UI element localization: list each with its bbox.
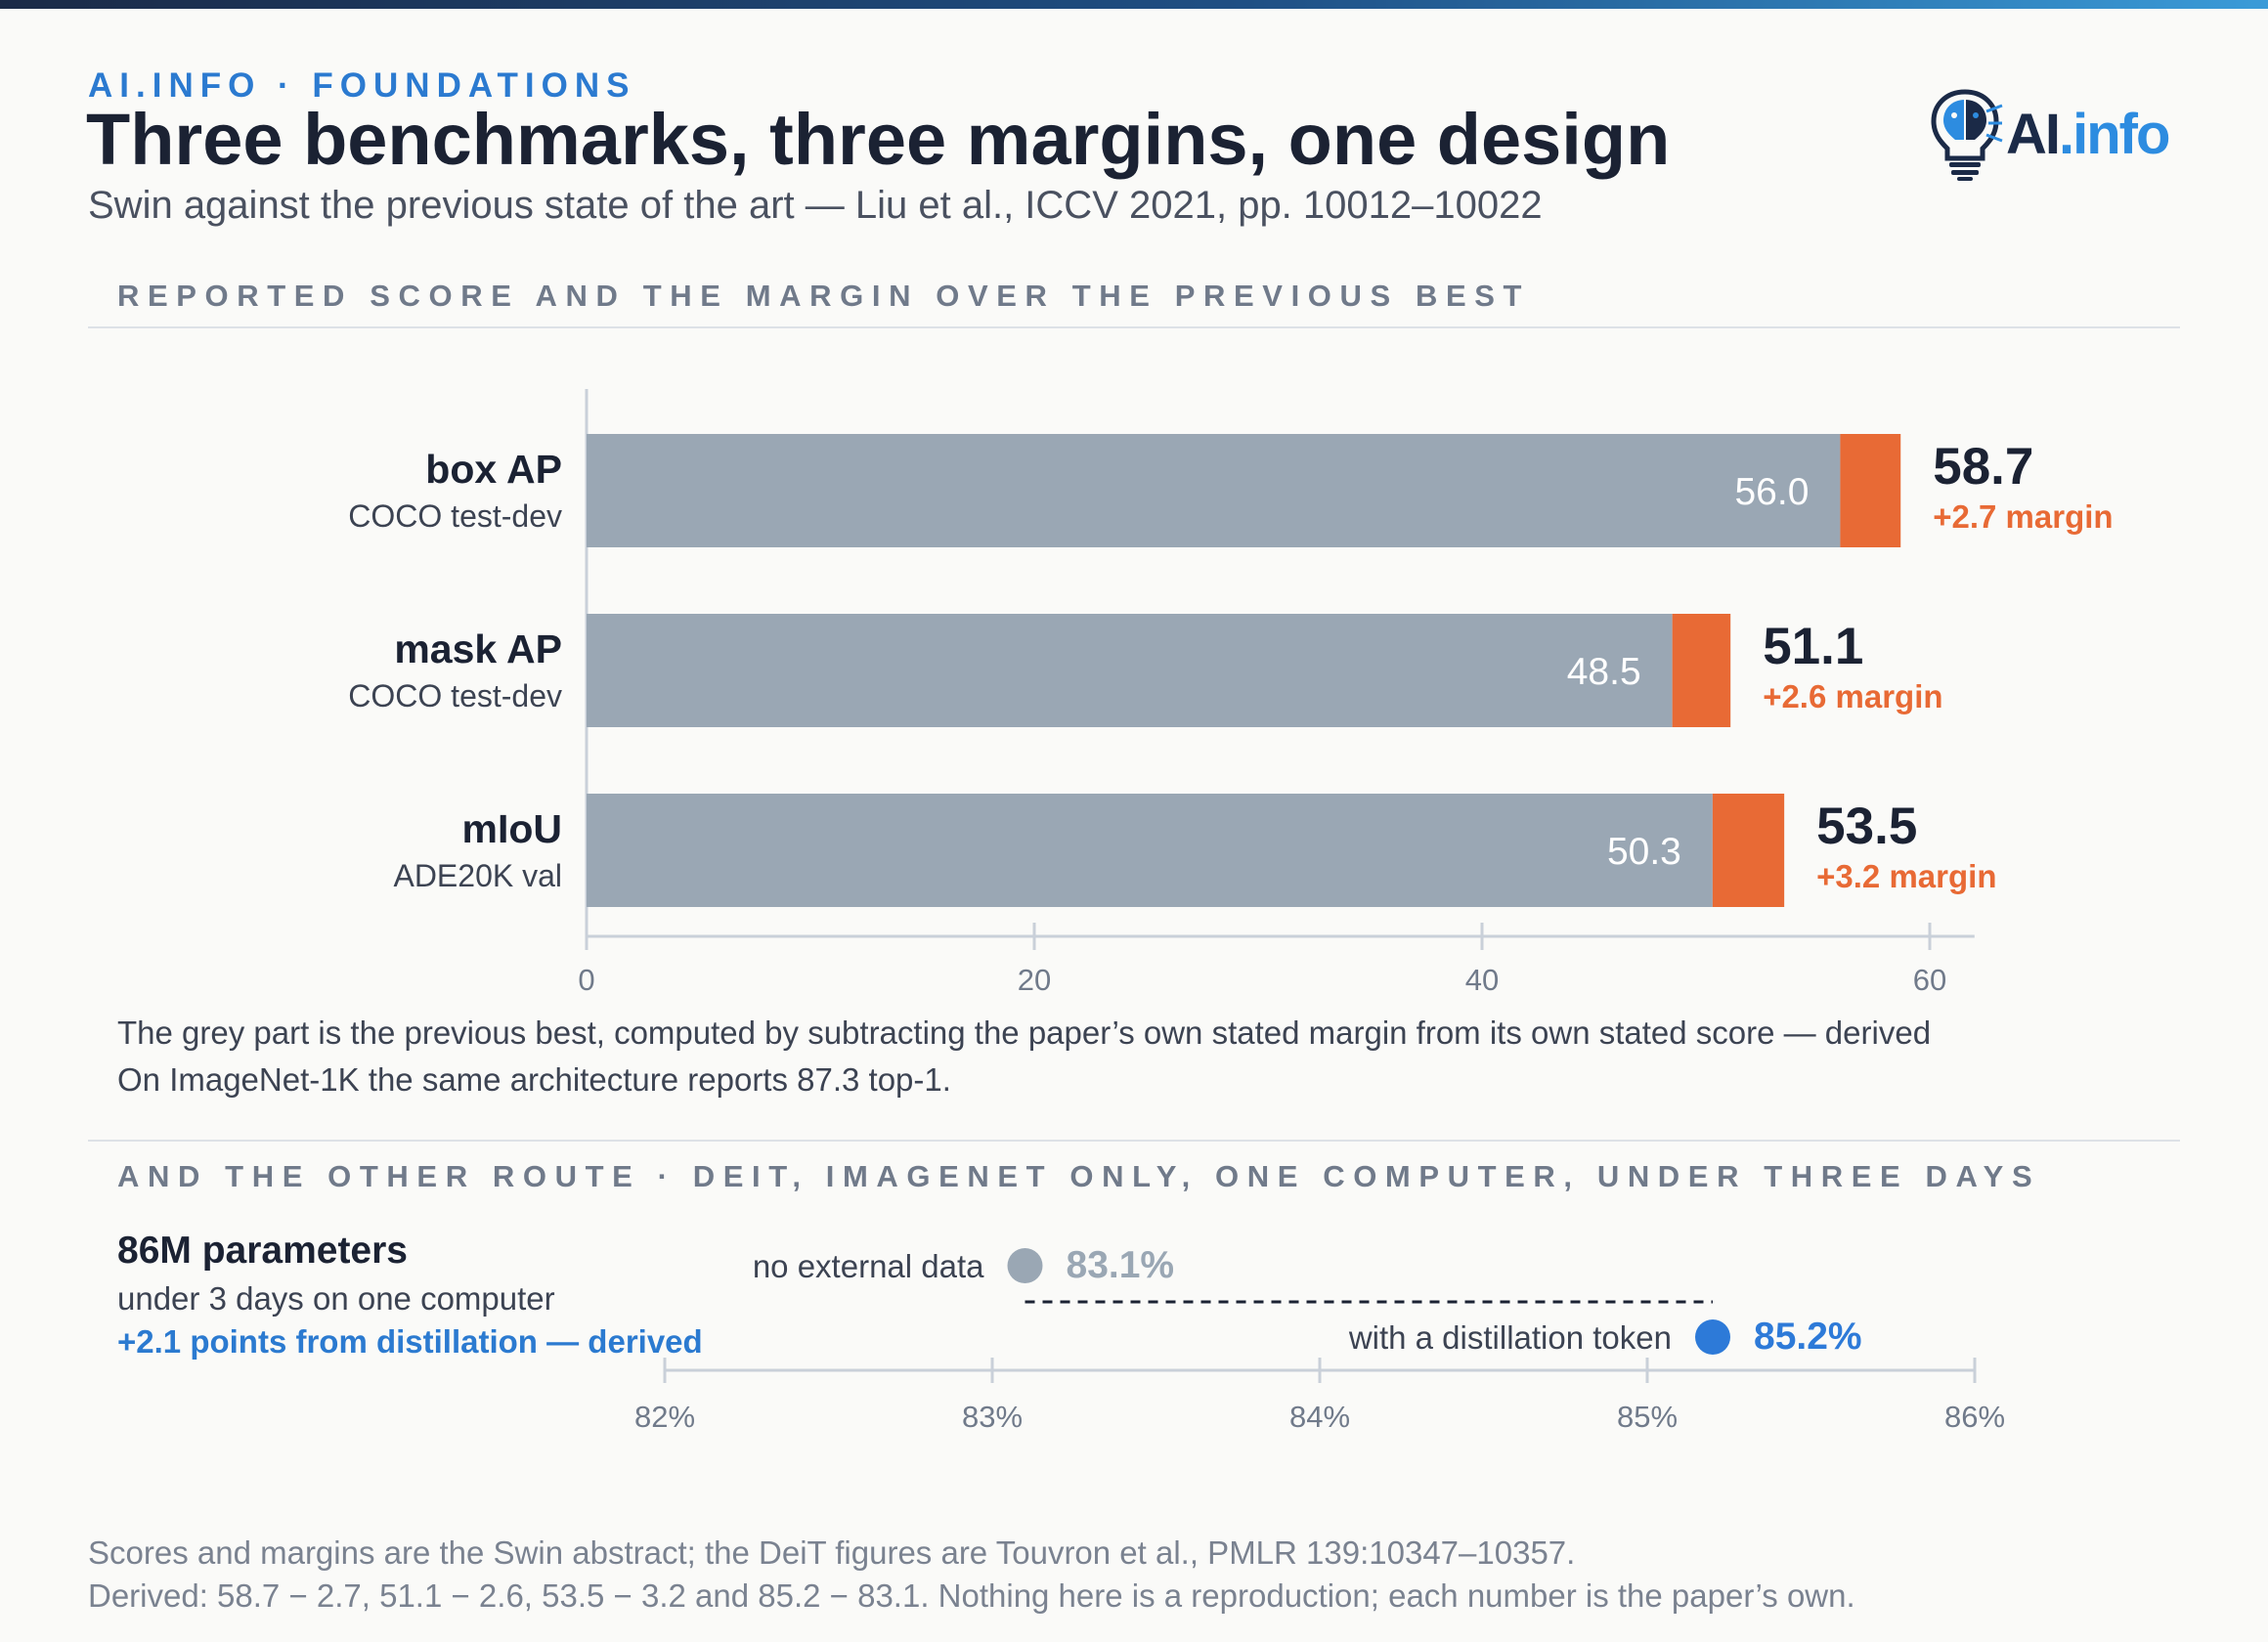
x-tick-label: 20 bbox=[1018, 963, 1051, 997]
x-tick-label: 82% bbox=[634, 1400, 695, 1434]
previous-best-value-label: 48.5 bbox=[1567, 651, 1641, 693]
margin-bar bbox=[1712, 794, 1785, 907]
x-tick-label: 60 bbox=[1913, 963, 1946, 997]
total-value-label: 51.1 bbox=[1763, 618, 1863, 675]
footer-derivation: Derived: 58.7 − 2.7, 51.1 − 2.6, 53.5 − … bbox=[88, 1577, 1855, 1614]
score-margin-bar-chart: 0 20 40 60 box AP COCO test-dev 56.0 58.7+2.7 m… bbox=[348, 389, 2114, 997]
deit-summary: 86M parameters under 3 days on one compu… bbox=[117, 1230, 703, 1361]
category-sublabel: ADE20K val bbox=[393, 858, 562, 893]
distillation-token-point bbox=[1695, 1319, 1730, 1355]
chart-note-line2: On ImageNet-1K the same architecture rep… bbox=[117, 1061, 951, 1098]
previous-best-bar bbox=[587, 794, 1713, 907]
page-title: Three benchmarks, three margins, one des… bbox=[86, 99, 1671, 180]
margin-bar bbox=[1672, 614, 1731, 727]
point-label: with a distillation token bbox=[1348, 1319, 1672, 1356]
section-divider bbox=[88, 326, 2180, 328]
params-label: 86M parameters bbox=[117, 1230, 408, 1272]
time-label: under 3 days on one computer bbox=[117, 1280, 555, 1317]
margin-value-label: +2.6 margin bbox=[1763, 678, 1942, 714]
previous-best-value-label: 50.3 bbox=[1607, 831, 1681, 873]
category-label: box AP bbox=[425, 447, 562, 492]
section-heading-scores: REPORTED SCORE AND THE MARGIN OVER THE P… bbox=[117, 279, 1531, 313]
total-value-label: 53.5 bbox=[1816, 798, 1917, 855]
point-value-label: 85.2% bbox=[1754, 1316, 1862, 1358]
category-sublabel: COCO test-dev bbox=[348, 678, 562, 713]
chart-note-line1: The grey part is the previous best, comp… bbox=[117, 1015, 1932, 1051]
point-label: no external data bbox=[753, 1248, 984, 1284]
section-heading-deit: AND THE OTHER ROUTE · DEIT, IMAGENET ONL… bbox=[117, 1159, 2041, 1193]
ai-info-logo: AI.info bbox=[1926, 86, 2190, 182]
distillation-gain-label: +2.1 points from distillation — derived bbox=[117, 1323, 703, 1360]
x-tick-label: 40 bbox=[1465, 963, 1499, 997]
x-tick-label: 83% bbox=[962, 1400, 1023, 1434]
category-label: mask AP bbox=[394, 627, 562, 671]
category-label: mIoU bbox=[462, 806, 563, 851]
margin-bar bbox=[1840, 434, 1901, 547]
page-subtitle: Swin against the previous state of the a… bbox=[88, 184, 1543, 227]
x-tick-label: 84% bbox=[1289, 1400, 1350, 1434]
total-value-label: 58.7 bbox=[1933, 438, 2033, 496]
deit-dot-plot: 82% 83% 84% 85% 86% no external data 83.1% with… bbox=[634, 1244, 2005, 1434]
top-accent-bar bbox=[0, 0, 2268, 9]
point-value-label: 83.1% bbox=[1067, 1244, 1175, 1286]
previous-best-bar bbox=[587, 434, 1841, 547]
category-sublabel: COCO test-dev bbox=[348, 498, 562, 534]
margin-value-label: +3.2 margin bbox=[1816, 858, 1996, 894]
x-tick-label: 85% bbox=[1617, 1400, 1678, 1434]
margin-value-label: +2.7 margin bbox=[1933, 498, 2113, 535]
section-divider bbox=[88, 1140, 2180, 1142]
no-external-data-point bbox=[1007, 1248, 1043, 1283]
logo-wordmark: AI.info bbox=[2006, 103, 2170, 166]
previous-best-bar bbox=[587, 614, 1673, 727]
footer-source: Scores and margins are the Swin abstract… bbox=[88, 1534, 1576, 1571]
x-tick-label: 86% bbox=[1944, 1400, 2005, 1434]
kicker: AI.INFO · FOUNDATIONS bbox=[88, 66, 636, 105]
lightbulb-brain-icon bbox=[1931, 89, 2003, 181]
previous-best-value-label: 56.0 bbox=[1734, 471, 1809, 513]
x-tick-label: 0 bbox=[578, 963, 594, 997]
